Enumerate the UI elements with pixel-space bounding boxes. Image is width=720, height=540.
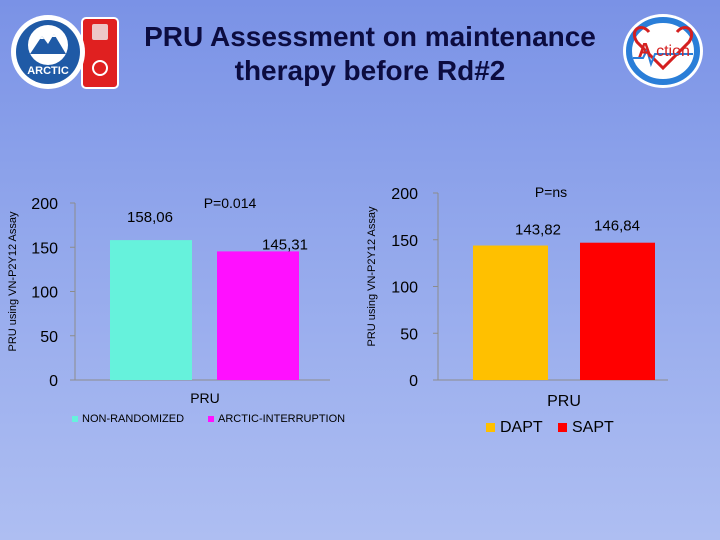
chart-0-tick-label: 0 [49, 373, 58, 390]
chart-0-bar-arctic-interruption [217, 251, 299, 380]
chart-1-x-axis-label: PRU [547, 393, 581, 410]
chart-1-data-label: 146,84 [594, 218, 640, 235]
chart-1-tick-label: 50 [400, 326, 418, 343]
chart-0-pvalue: P=0.014 [204, 195, 257, 211]
action-logo-text: ction [656, 43, 690, 60]
title-line-1: PRU Assessment on maintenance [144, 21, 596, 52]
chart-1-y-axis-label: PRU using VN-P2Y12 Assay [366, 206, 378, 347]
chart-0-legend-swatch [72, 416, 78, 422]
chart-0-legend-label: NON-RANDOMIZED [82, 413, 184, 425]
page-title: PRU Assessment on maintenance therapy be… [130, 20, 610, 88]
chart-1-data-label: 143,82 [515, 222, 561, 239]
chart-1-tick-label: 100 [391, 280, 418, 297]
action-logo: A ction [621, 12, 705, 95]
chart-1-bar-sapt [580, 242, 655, 380]
chart-1-legend-swatch [486, 423, 495, 432]
chart-0-y-axis-label: PRU using VN-P2Y12 Assay [7, 211, 19, 352]
action-logo-prefix: A [638, 40, 652, 62]
chart-0-bar-non-randomized [110, 240, 192, 380]
arctic-logo: ARCTIC [8, 12, 120, 95]
chart-1-bar-dapt [473, 245, 548, 380]
title-line-2: therapy before Rd#2 [234, 55, 506, 86]
chart-0-tick-label: 50 [40, 329, 58, 346]
chart-1-tick-label: 0 [409, 373, 418, 390]
arctic-logo-text: ARCTIC [27, 65, 69, 77]
chart-1-pvalue: P=ns [535, 184, 567, 200]
chart-0-data-label: 145,31 [262, 236, 308, 253]
chart-1-tick-label: 200 [391, 186, 418, 203]
chart-1-tick-label: 150 [391, 233, 418, 250]
chart-0-tick-label: 100 [31, 285, 58, 302]
chart-0-data-label: 158,06 [127, 209, 173, 226]
chart-0-tick-label: 150 [31, 240, 58, 257]
chart-0-x-axis-label: PRU [190, 390, 220, 406]
chart-1-legend-label: SAPT [572, 419, 614, 436]
chart-0-legend-swatch [208, 416, 214, 422]
chart-1-legend-swatch [558, 423, 567, 432]
chart-0-legend-label: ARCTIC-INTERRUPTION [218, 413, 345, 425]
chart-1-legend-label: DAPT [500, 419, 543, 436]
chart-0-tick-label: 200 [31, 196, 58, 213]
